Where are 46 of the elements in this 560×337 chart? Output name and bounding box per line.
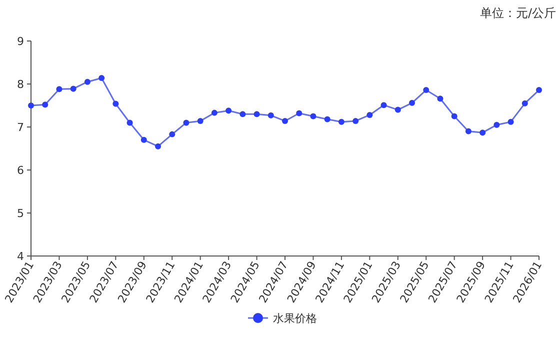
point <box>84 78 90 85</box>
point <box>522 100 528 106</box>
point <box>126 120 133 126</box>
point <box>409 100 415 106</box>
point <box>211 110 218 116</box>
y-tick-label: 9 <box>17 35 24 48</box>
point <box>380 102 387 108</box>
point <box>394 106 401 113</box>
y-tick-label: 4 <box>17 250 24 263</box>
point <box>226 108 232 114</box>
point <box>437 96 444 102</box>
point <box>310 113 316 120</box>
point <box>70 86 76 92</box>
point <box>451 113 458 120</box>
point <box>112 100 119 107</box>
point <box>508 118 514 125</box>
point <box>423 87 430 94</box>
point <box>480 130 486 136</box>
point <box>494 122 500 128</box>
point <box>338 118 344 125</box>
point <box>155 143 161 150</box>
point <box>169 131 176 138</box>
point <box>254 111 260 118</box>
y-tick-label: 7 <box>17 121 24 134</box>
point <box>465 128 472 134</box>
point <box>536 87 542 94</box>
point <box>352 118 359 124</box>
point <box>98 74 105 81</box>
y-tick-label: 8 <box>17 78 24 91</box>
point <box>324 116 330 122</box>
y-tick-label: 5 <box>17 207 24 220</box>
point <box>240 111 246 118</box>
point <box>28 102 34 108</box>
point <box>140 136 147 143</box>
point <box>56 86 62 92</box>
text: 单位：元/公斤 <box>480 6 556 20</box>
point <box>197 118 204 124</box>
point <box>366 112 373 118</box>
point <box>42 102 48 108</box>
point <box>282 118 288 124</box>
point <box>296 110 302 116</box>
point <box>268 112 274 118</box>
point <box>183 120 190 126</box>
legend-item: 水果价格 <box>248 312 317 325</box>
y-tick-label: 6 <box>17 164 24 177</box>
legend-label: 水果价格 <box>273 312 317 325</box>
